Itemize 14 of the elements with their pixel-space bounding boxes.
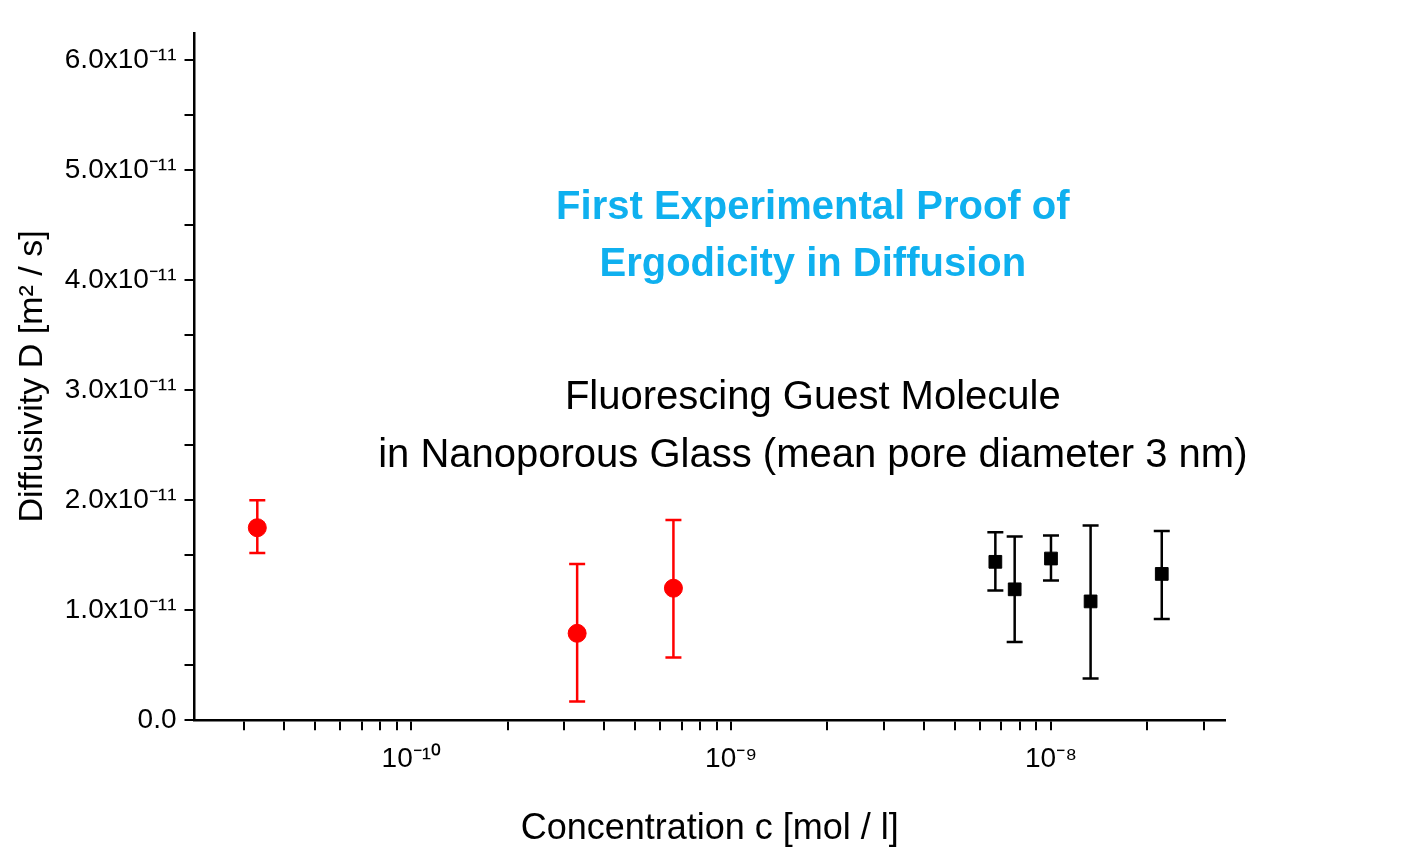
y-tick-label: 6.0x10⁻¹¹ — [64, 43, 177, 75]
x-axis-title: Concentration c [mol / l] — [520, 806, 899, 848]
y-tick-label: 0.0 — [137, 702, 177, 734]
y-tick-label: 5.0x10⁻¹¹ — [64, 153, 177, 184]
x-tick-label: 10⁻⁹ — [705, 741, 758, 773]
y-tick-label: 4.0x10⁻¹¹ — [64, 262, 177, 294]
y-tick-label: 2.0x10⁻¹¹ — [64, 482, 177, 514]
y-tick-label: 1.0x10⁻¹¹ — [64, 592, 177, 624]
x-tick-label: 10⁻⁸ — [1025, 741, 1077, 773]
y-axis-title: Diffusivity D [m² / s] — [10, 230, 49, 523]
y-tick-label: 3.0x10⁻¹¹ — [64, 372, 177, 404]
x-tick-label: 10⁻¹⁰ — [381, 741, 442, 773]
text: First Experimental Proof of Ergodicity in Diffusion — [556, 182, 1071, 284]
text: Fluorescing Guest Molecule in Nanoporous Glass (mean pore diameter 3 nm) — [378, 372, 1248, 475]
